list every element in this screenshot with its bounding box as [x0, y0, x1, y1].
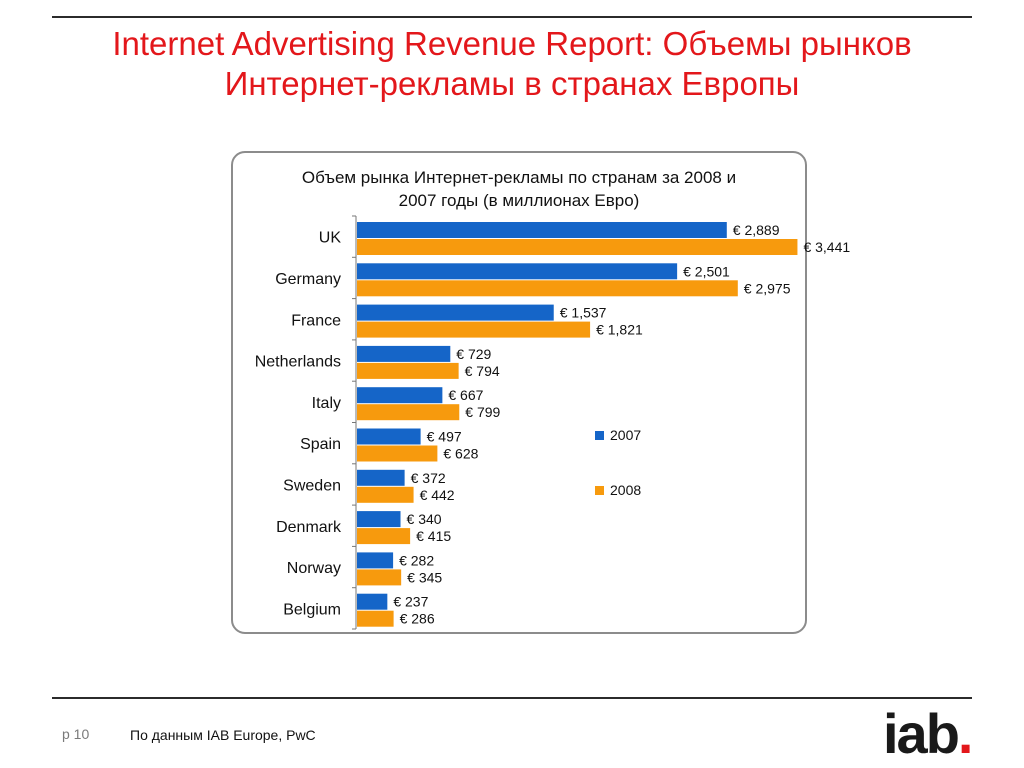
category-label: Spain	[300, 436, 341, 453]
bottom-rule	[52, 697, 972, 699]
bar-2008	[357, 404, 460, 421]
bar-2008	[357, 486, 414, 503]
category-label: Netherlands	[255, 354, 341, 371]
data-label-2007: € 497	[427, 429, 462, 445]
bar-2007	[357, 593, 388, 610]
category-label: Belgium	[283, 601, 341, 618]
legend-label-2007: 2007	[610, 427, 641, 443]
data-label-2007: € 2,501	[683, 263, 730, 279]
bar-2007	[357, 428, 421, 445]
category-label: Italy	[312, 395, 341, 412]
data-label-2008: € 286	[400, 611, 435, 627]
iab-logo: iab.	[883, 701, 974, 766]
top-rule	[52, 16, 972, 18]
data-label-2007: € 2,889	[733, 222, 780, 238]
data-label-2008: € 442	[420, 487, 455, 503]
bar-2007	[357, 345, 451, 362]
bar-2007	[357, 552, 394, 569]
bar-2007	[357, 222, 727, 238]
legend-label-2008: 2008	[610, 482, 641, 498]
data-label-2008: € 794	[465, 363, 500, 379]
category-label: France	[291, 312, 341, 329]
chart-title-line-2: 2007 годы (в миллионах Евро)	[398, 191, 640, 210]
category-label: Germany	[275, 271, 341, 288]
bar-2007	[357, 263, 678, 280]
category-label: Denmark	[276, 519, 342, 536]
category-label: Sweden	[283, 477, 341, 494]
data-label-2007: € 729	[456, 346, 491, 362]
data-label-2008: € 2,975	[744, 280, 791, 296]
bar-2008	[357, 569, 402, 586]
bar-2007	[357, 511, 401, 528]
data-label-2008: € 415	[416, 528, 451, 544]
data-label-2007: € 282	[399, 552, 434, 568]
bar-2008	[357, 528, 411, 545]
bar-2007	[357, 304, 554, 321]
data-label-2008: € 628	[443, 446, 478, 462]
logo-dot: .	[957, 702, 974, 765]
chart-title: Объем рынка Интернет-рекламы по странам …	[231, 166, 807, 212]
logo-text: iab	[883, 702, 960, 765]
data-label-2007: € 372	[411, 470, 446, 486]
bar-2008	[357, 321, 591, 338]
data-label-2007: € 1,537	[560, 305, 607, 321]
category-label: UK	[319, 230, 342, 247]
chart-title-line-1: Объем рынка Интернет-рекламы по странам …	[301, 168, 737, 187]
legend-swatch-2008	[595, 486, 604, 495]
data-label-2008: € 1,821	[596, 322, 643, 338]
bar-2008	[357, 362, 459, 379]
slide-title-line-2: Интернет-рекламы в странах Европы	[224, 65, 800, 102]
legend-swatch-2007	[595, 431, 604, 440]
data-label-2008: € 345	[407, 569, 442, 585]
slide-title-line-1: Internet Advertising Revenue Report: Объ…	[112, 25, 912, 62]
slide-title: Internet Advertising Revenue Report: Объ…	[52, 24, 972, 104]
bar-2008	[357, 610, 394, 627]
bar-2007	[357, 387, 443, 404]
data-label-2007: € 237	[393, 594, 428, 610]
data-label-2008: € 3,441	[803, 239, 850, 255]
bar-2007	[357, 469, 405, 486]
bar-2008	[357, 445, 438, 462]
source-note: По данным IAB Europe, PwC	[130, 727, 316, 743]
data-label-2007: € 667	[448, 387, 483, 403]
bar-2008	[357, 280, 738, 297]
bar-2008	[357, 239, 798, 255]
data-label-2008: € 799	[465, 404, 500, 420]
data-label-2007: € 340	[407, 511, 442, 527]
category-label: Norway	[287, 560, 341, 577]
page-number: p 10	[62, 726, 90, 742]
